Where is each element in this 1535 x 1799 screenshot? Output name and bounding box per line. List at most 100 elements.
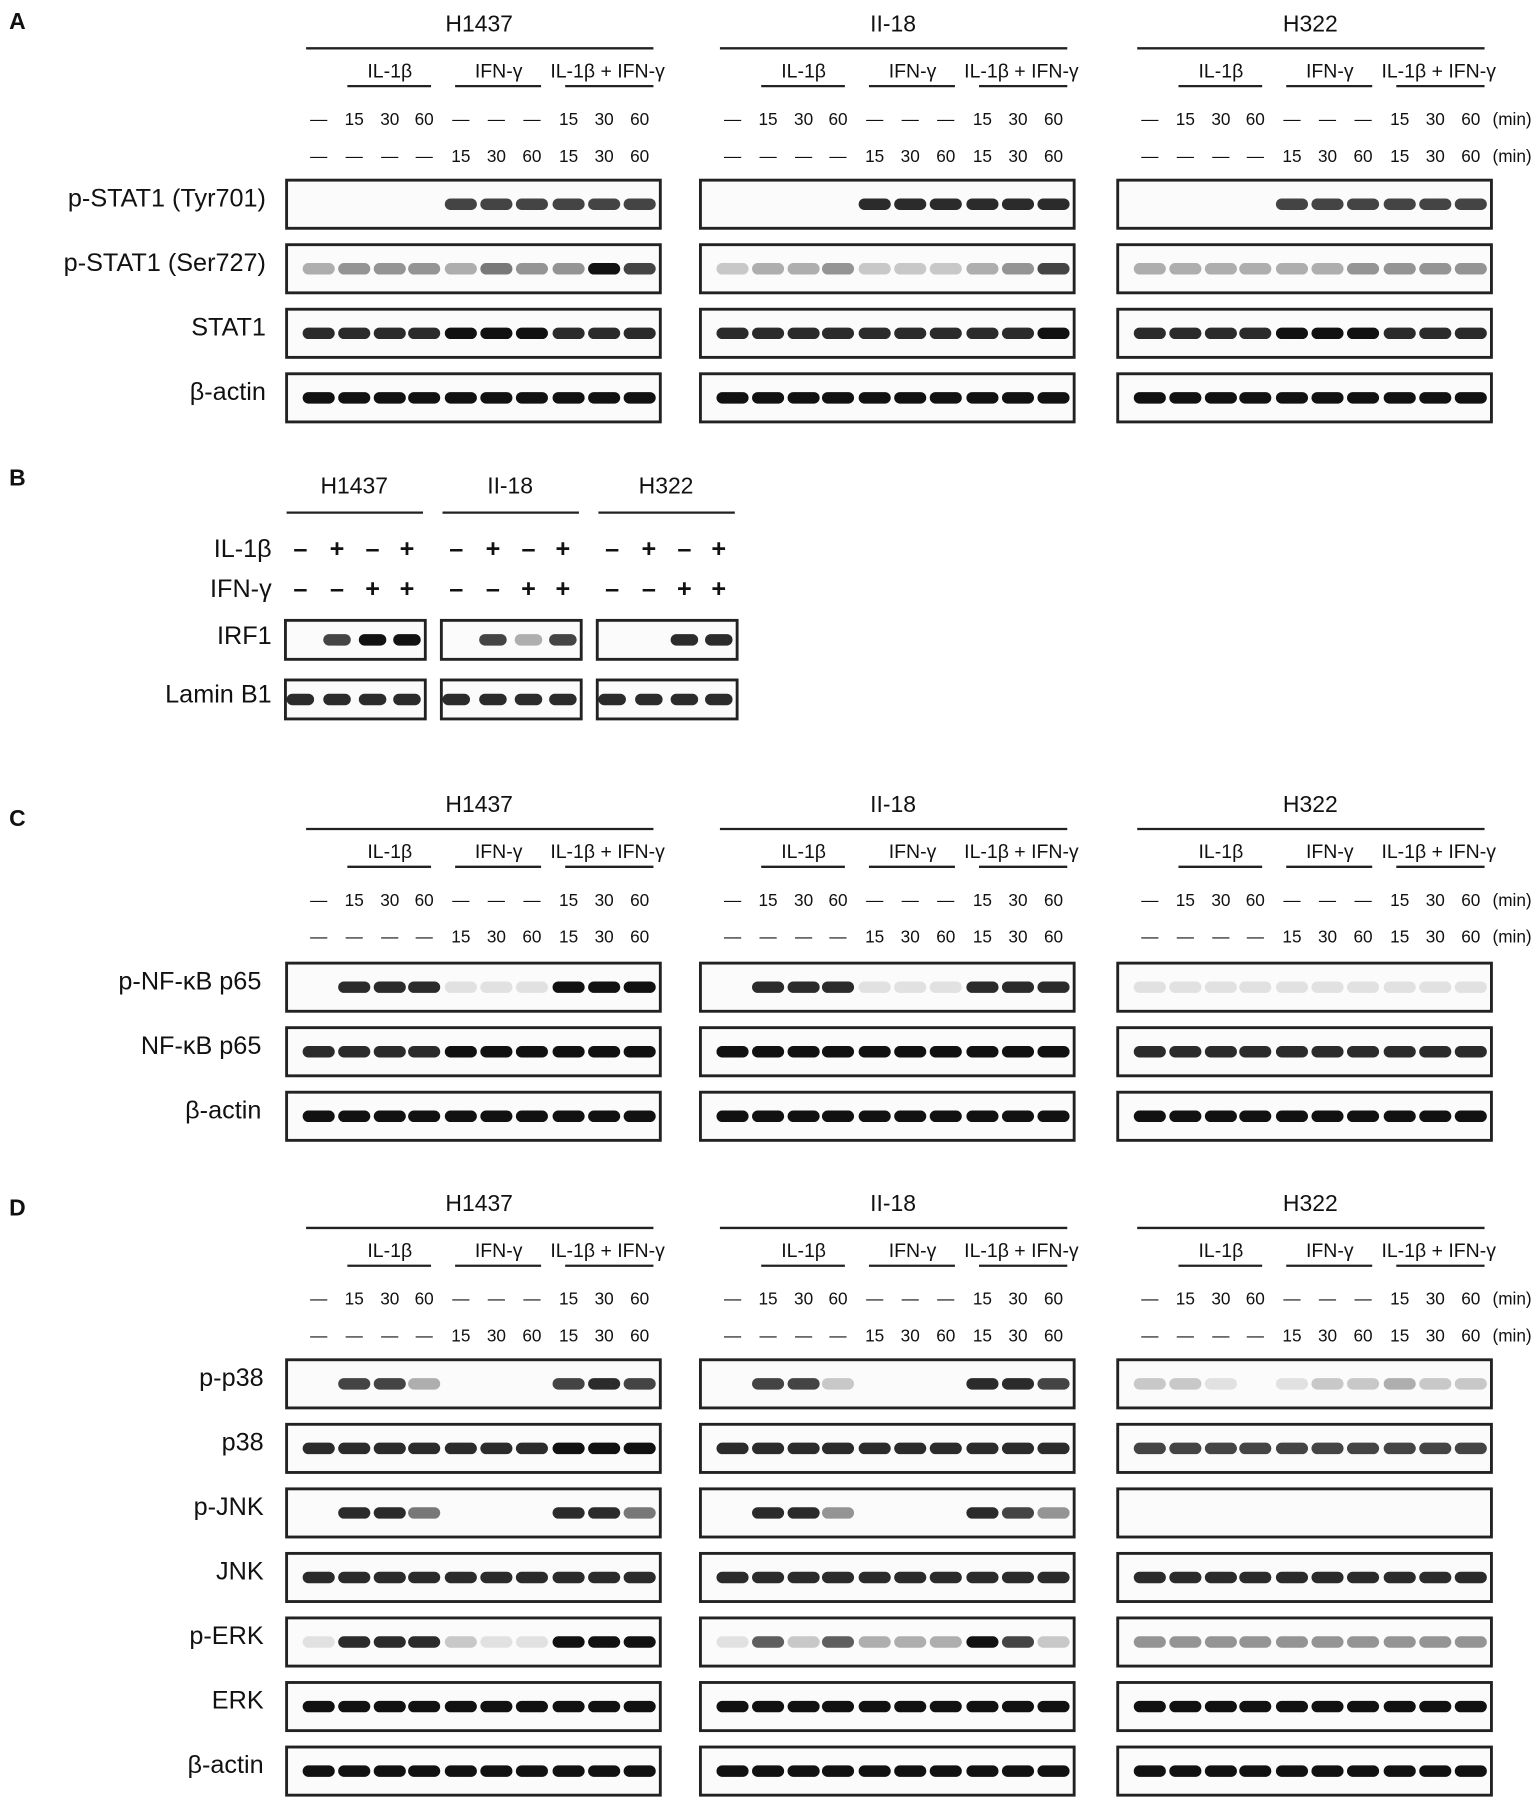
time: — [759, 146, 777, 166]
time: — [1283, 890, 1301, 910]
band [408, 1636, 441, 1648]
band [323, 634, 351, 646]
time: 30 [595, 1289, 614, 1309]
time: — [1141, 146, 1159, 166]
band [588, 1700, 621, 1713]
band [1383, 263, 1416, 275]
band [821, 327, 855, 340]
band [1133, 1378, 1166, 1390]
band [1133, 1046, 1166, 1058]
time: — [452, 890, 470, 910]
time: 15 [973, 109, 992, 129]
band [821, 1571, 855, 1584]
band [1275, 198, 1309, 210]
band [588, 327, 621, 340]
band [752, 1571, 785, 1584]
band [670, 693, 699, 706]
band [752, 981, 785, 993]
sign: – [605, 535, 619, 563]
time: 30 [487, 1325, 506, 1345]
band [1204, 1046, 1237, 1058]
band [1346, 1636, 1380, 1648]
band [1419, 1765, 1452, 1777]
sign: – [521, 535, 535, 563]
band [549, 634, 577, 646]
band [552, 392, 585, 404]
band [1133, 392, 1166, 404]
band [894, 1110, 927, 1123]
treatment: IFN-γ [1306, 61, 1354, 83]
band [552, 327, 585, 340]
band [635, 693, 663, 706]
time: 30 [1211, 109, 1230, 129]
time: 60 [828, 109, 847, 129]
band [338, 263, 371, 275]
sign: + [400, 535, 415, 563]
time: 15 [345, 1289, 364, 1309]
band [552, 1046, 585, 1058]
time: — [416, 1325, 434, 1345]
sign: – [486, 575, 500, 603]
band [1311, 1700, 1344, 1713]
time: — [724, 890, 742, 910]
band [858, 1442, 891, 1455]
treatment: IFN-γ [475, 841, 523, 863]
time: 15 [345, 109, 364, 129]
time: — [452, 109, 470, 129]
band [1454, 1110, 1487, 1123]
band [1419, 1378, 1452, 1390]
band [966, 981, 999, 993]
band [1001, 392, 1035, 404]
sign: – [293, 575, 307, 603]
time: 60 [936, 1325, 955, 1345]
band [1275, 263, 1309, 275]
treatment: IL-1β [781, 1240, 826, 1262]
band [929, 1700, 962, 1713]
band [1001, 1765, 1035, 1777]
time: 15 [559, 146, 578, 166]
time: — [1212, 926, 1230, 946]
band [1346, 327, 1380, 340]
band [858, 1765, 891, 1777]
band [1001, 1442, 1035, 1455]
band [408, 1442, 441, 1455]
time: — [1212, 1325, 1230, 1345]
band [338, 392, 371, 404]
band [787, 1571, 820, 1584]
band [480, 263, 513, 275]
time: — [829, 926, 847, 946]
band [1169, 1046, 1202, 1058]
time: 15 [759, 1289, 778, 1309]
band [1169, 1442, 1202, 1455]
band [1001, 1636, 1035, 1648]
band [338, 981, 371, 993]
band [1169, 263, 1202, 275]
band [552, 263, 585, 275]
band [1383, 327, 1416, 340]
time: — [488, 890, 506, 910]
time: 30 [595, 926, 614, 946]
time: 60 [936, 146, 955, 166]
band [623, 392, 656, 404]
band [623, 327, 656, 340]
blot-box [1116, 243, 1493, 295]
band [444, 1442, 477, 1455]
blot-label: p-p38 [199, 1364, 263, 1392]
treatment: IL-1β + IFN-γ [1381, 841, 1496, 863]
time: 60 [1044, 109, 1063, 129]
band [302, 1046, 335, 1058]
band [1239, 392, 1272, 404]
band [1419, 1442, 1452, 1455]
band [480, 1046, 513, 1058]
time: 15 [759, 890, 778, 910]
band [752, 1765, 785, 1777]
band [302, 1700, 335, 1713]
time: — [724, 1325, 742, 1345]
time: 30 [1318, 1325, 1337, 1345]
band [716, 1046, 749, 1058]
band [1454, 263, 1487, 275]
blot-label: p-JNK [194, 1493, 264, 1521]
band [1454, 1378, 1487, 1390]
band [442, 693, 471, 706]
blot-label: p-STAT1 (Ser727) [64, 249, 266, 277]
